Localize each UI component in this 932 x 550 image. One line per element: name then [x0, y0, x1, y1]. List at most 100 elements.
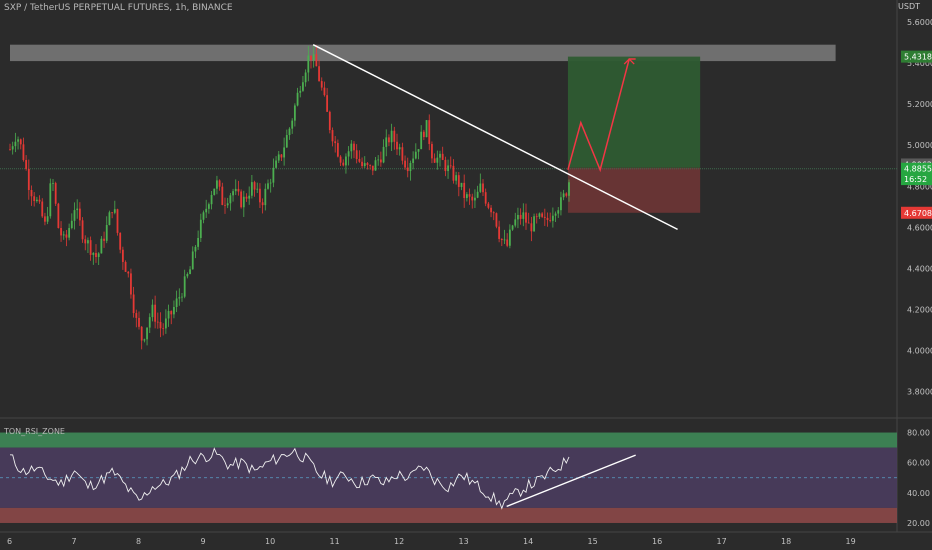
- candle: [143, 339, 146, 341]
- candle: [457, 175, 460, 187]
- candle: [210, 194, 213, 205]
- candle: [127, 271, 130, 274]
- candle: [304, 72, 307, 83]
- candle: [54, 183, 57, 204]
- candle: [331, 130, 334, 142]
- candle: [291, 120, 294, 129]
- candle: [119, 232, 122, 250]
- candle: [14, 141, 17, 147]
- candle: [468, 194, 471, 197]
- candle: [310, 55, 312, 61]
- candle: [374, 160, 377, 171]
- price-label: 4.8855: [904, 165, 932, 174]
- candle: [318, 66, 320, 82]
- candle: [151, 304, 154, 318]
- candle: [293, 105, 296, 121]
- candle: [425, 120, 428, 138]
- target-zone: [567, 56, 701, 168]
- candle: [11, 146, 14, 150]
- candle: [339, 156, 342, 163]
- price-tick-label: 3.8000: [907, 387, 932, 396]
- candle: [264, 188, 267, 206]
- candle: [506, 239, 509, 246]
- candle: [439, 153, 441, 158]
- candle: [401, 147, 404, 161]
- candle: [455, 175, 458, 181]
- candle: [121, 249, 124, 262]
- rsi-tick-label: 60.00: [907, 459, 930, 468]
- descending-trendline: [312, 44, 678, 231]
- time-tick-label: 9: [201, 537, 206, 546]
- candle: [474, 197, 476, 201]
- candle: [320, 81, 323, 88]
- candle: [17, 139, 19, 142]
- time-tick-label: 11: [330, 537, 340, 546]
- time-tick-label: 10: [265, 537, 275, 546]
- candle: [511, 225, 514, 230]
- price-label: 4.6708: [904, 209, 932, 218]
- candle: [167, 311, 170, 319]
- projected-path: [567, 58, 636, 173]
- rsi-tick-label: 20.00: [907, 519, 930, 528]
- candle: [250, 182, 253, 196]
- candle: [428, 120, 431, 145]
- candle: [27, 168, 30, 190]
- candle: [554, 213, 557, 216]
- candle: [527, 222, 530, 224]
- candle: [92, 252, 95, 255]
- candle: [288, 128, 291, 136]
- candle: [237, 188, 240, 192]
- candle: [323, 87, 326, 96]
- candle: [530, 223, 533, 232]
- candle: [533, 216, 535, 232]
- rsi-line: [9, 447, 570, 510]
- candle: [283, 147, 286, 158]
- rsi-indicator-label: TON_RSI_ZONE: [4, 427, 65, 436]
- candle: [116, 209, 119, 233]
- candle: [350, 143, 353, 152]
- price-label-box: [901, 173, 932, 186]
- candle: [146, 327, 148, 340]
- candle: [81, 220, 84, 240]
- candle: [543, 216, 546, 218]
- stop-zone: [567, 167, 701, 213]
- candle: [226, 203, 229, 206]
- candle: [253, 182, 256, 190]
- candle: [181, 296, 183, 298]
- candle: [22, 144, 25, 160]
- candle: [154, 304, 157, 322]
- candle: [353, 143, 355, 151]
- candle: [514, 219, 517, 226]
- price-tick-label: 4.2000: [907, 305, 932, 314]
- candle: [30, 189, 33, 197]
- candle: [248, 195, 251, 199]
- candle: [444, 159, 447, 172]
- candle: [57, 203, 60, 229]
- candle: [242, 196, 245, 208]
- candle: [60, 228, 62, 236]
- candle: [108, 212, 111, 226]
- candle: [138, 317, 140, 327]
- candle: [307, 55, 310, 73]
- price-label-box: [901, 206, 932, 219]
- candle: [135, 313, 138, 318]
- candle: [409, 162, 412, 172]
- rsi-tick-label: 80.00: [907, 429, 930, 438]
- candle: [78, 208, 81, 221]
- candle: [562, 193, 565, 198]
- candle: [414, 151, 417, 159]
- candle: [156, 321, 159, 323]
- candle: [525, 212, 527, 223]
- price-label-box: [901, 50, 932, 63]
- candle: [70, 220, 73, 229]
- candle: [87, 240, 89, 244]
- candle: [393, 130, 396, 142]
- candle: [398, 147, 401, 150]
- rsi-divergence-line: [506, 454, 636, 508]
- candle: [41, 201, 44, 217]
- candle: [275, 160, 277, 168]
- candle: [522, 212, 525, 219]
- candle: [417, 149, 420, 152]
- candle: [170, 311, 173, 315]
